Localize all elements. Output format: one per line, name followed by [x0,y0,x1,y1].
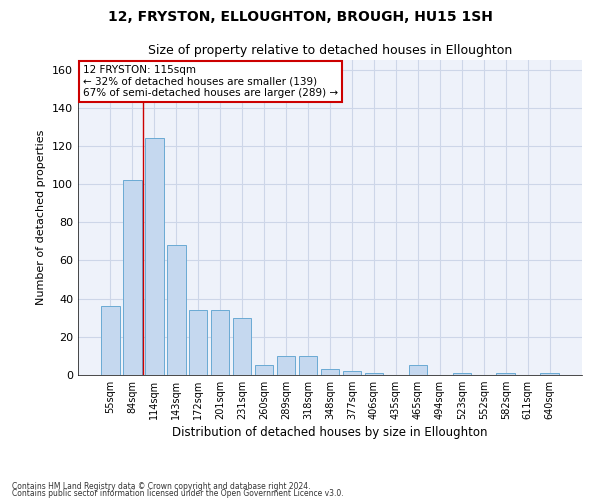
Bar [541,373,559,375]
Bar [299,356,317,375]
Bar [452,373,471,375]
Bar [409,366,427,375]
Bar [365,373,383,375]
Bar [101,306,119,375]
Bar [211,310,229,375]
Title: Size of property relative to detached houses in Elloughton: Size of property relative to detached ho… [148,44,512,58]
Bar [320,370,340,375]
Bar [255,366,274,375]
Text: Contains HM Land Registry data © Crown copyright and database right 2024.: Contains HM Land Registry data © Crown c… [12,482,311,491]
Bar [145,138,164,375]
Bar [343,371,361,375]
Bar [233,318,251,375]
Bar [189,310,208,375]
Bar [167,245,185,375]
Text: 12, FRYSTON, ELLOUGHTON, BROUGH, HU15 1SH: 12, FRYSTON, ELLOUGHTON, BROUGH, HU15 1S… [107,10,493,24]
Y-axis label: Number of detached properties: Number of detached properties [37,130,46,305]
Bar [277,356,295,375]
Bar [496,373,515,375]
Text: 12 FRYSTON: 115sqm
← 32% of detached houses are smaller (139)
67% of semi-detach: 12 FRYSTON: 115sqm ← 32% of detached hou… [83,64,338,98]
Bar [123,180,142,375]
X-axis label: Distribution of detached houses by size in Elloughton: Distribution of detached houses by size … [172,426,488,440]
Text: Contains public sector information licensed under the Open Government Licence v3: Contains public sector information licen… [12,489,344,498]
